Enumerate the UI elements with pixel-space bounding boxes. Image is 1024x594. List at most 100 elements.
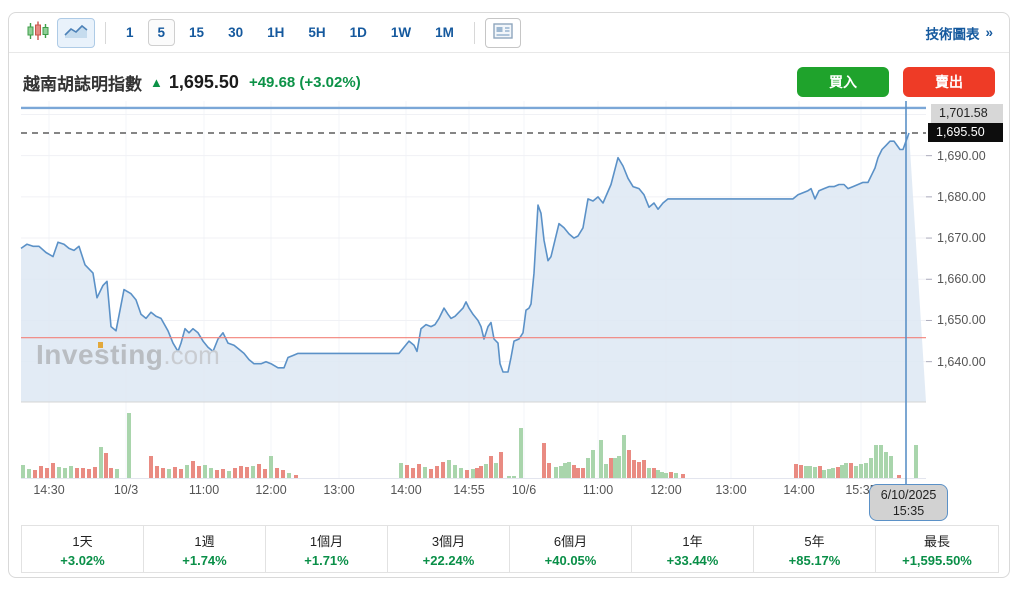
performance-period: 1天 — [72, 533, 93, 549]
volume-bar — [818, 466, 822, 478]
volume-bar — [51, 463, 55, 478]
x-axis-label: 10/3 — [113, 483, 139, 497]
volume-bar — [844, 463, 848, 478]
volume-bar — [281, 470, 285, 478]
crosshair-date-tooltip: 6/10/2025 15:35 — [869, 484, 948, 521]
performance-period: 1年 — [682, 533, 703, 549]
volume-bar — [435, 466, 439, 478]
news-layout-button[interactable] — [484, 17, 521, 48]
performance-table: 1天 +3.02% 1週 +1.74% 1個月 +1.71% 3個月 +22.24% 6個月 +4… — [21, 525, 999, 573]
chevron-right-icon: » — [985, 25, 993, 40]
performance-period: 1個月 — [309, 533, 344, 549]
volume-bar — [63, 468, 67, 478]
volume-bar — [27, 469, 31, 478]
volume-bar — [179, 469, 183, 478]
performance-cell[interactable]: 3個月 +22.24% — [388, 526, 510, 572]
volume-bar — [87, 469, 91, 478]
y-axis-label: 1,670.00 — [937, 231, 986, 246]
performance-cell[interactable]: 6個月 +40.05% — [510, 526, 632, 572]
volume-bar — [576, 468, 580, 478]
performance-cell[interactable]: 最長 +1,595.50% — [876, 526, 998, 572]
candlestick-chart-button[interactable] — [19, 18, 57, 48]
volume-bar — [660, 472, 664, 478]
volume-bar — [632, 460, 636, 478]
timeframe-button-1h[interactable]: 1H — [257, 19, 294, 46]
volume-bar — [417, 464, 421, 478]
performance-cell[interactable]: 5年 +85.17% — [754, 526, 876, 572]
volume-bar — [173, 467, 177, 478]
x-axis-label: 14:00 — [783, 483, 815, 497]
performance-cell[interactable]: 1週 +1.74% — [144, 526, 266, 572]
price-change: +49.68 (+3.02%) — [248, 73, 361, 91]
performance-value: +85.17% — [788, 552, 841, 568]
timeframe-button-1d[interactable]: 1D — [340, 19, 377, 46]
performance-cell[interactable]: 1年 +33.44% — [632, 526, 754, 572]
volume-bar — [854, 466, 858, 478]
volume-bar — [599, 440, 603, 478]
toolbar-divider — [105, 21, 106, 44]
volume-bar — [453, 465, 457, 478]
up-arrow-icon: ▲ — [150, 74, 163, 90]
volume-bar — [294, 475, 298, 478]
chart-canvas[interactable] — [9, 99, 1011, 521]
volume-bar — [859, 464, 863, 478]
performance-cell[interactable]: 1天 +3.02% — [22, 526, 144, 572]
timeframe-button-5[interactable]: 5 — [147, 19, 176, 46]
volume-bar — [209, 468, 213, 478]
y-axis-label: 1,680.00 — [937, 189, 986, 204]
x-axis-label: 13:00 — [715, 483, 747, 497]
volume-bar — [637, 462, 641, 478]
volume-bar — [239, 466, 243, 478]
chart-toolbar: 1 5 15 30 1H 5H 1D 1W 1M 技術圖表 » — [9, 13, 1009, 53]
timeframe-button-5h[interactable]: 5H — [298, 19, 335, 46]
performance-period: 5年 — [804, 533, 825, 549]
price-area-fill — [21, 133, 926, 402]
volume-bar — [874, 445, 878, 478]
buy-button[interactable]: 買入 — [797, 67, 889, 97]
volume-bar — [233, 468, 237, 478]
timeframe-button-1[interactable]: 1 — [116, 19, 144, 46]
performance-value: +22.24% — [422, 552, 475, 568]
volume-bar — [251, 466, 255, 478]
area-chart-button[interactable] — [57, 17, 95, 48]
volume-bar — [227, 471, 231, 478]
volume-bar — [191, 461, 195, 478]
volume-bar — [647, 468, 651, 478]
volume-bar — [669, 472, 673, 478]
volume-bar — [656, 470, 660, 478]
volume-bar — [167, 469, 171, 478]
volume-bar — [429, 469, 433, 478]
volume-bar — [21, 465, 25, 478]
performance-cell[interactable]: 1個月 +1.71% — [266, 526, 388, 572]
volume-bar — [263, 469, 267, 478]
timeframe-button-30[interactable]: 30 — [218, 19, 253, 46]
volume-bar — [889, 456, 893, 478]
volume-bar — [831, 468, 835, 478]
volume-bar — [864, 463, 868, 478]
volume-bar — [627, 450, 631, 478]
volume-bar — [39, 466, 43, 478]
volume-bar — [559, 466, 563, 478]
instrument-header: 越南胡誌明指數 ▲ 1,695.50 +49.68 (+3.02%) 買入 賣出 — [9, 54, 1009, 110]
volume-bar — [554, 467, 558, 478]
price-chart[interactable]: Investing.com 1,701.58 1,695.50 1,690.00… — [9, 99, 1011, 521]
volume-bar — [840, 465, 844, 478]
performance-value: +1,595.50% — [902, 552, 972, 568]
performance-value: +1.71% — [304, 552, 349, 568]
volume-bar — [879, 445, 883, 478]
performance-period: 1週 — [194, 533, 215, 549]
timeframe-button-1w[interactable]: 1W — [381, 19, 421, 46]
y-axis-label: 1,650.00 — [937, 313, 986, 328]
timeframe-button-1m[interactable]: 1M — [425, 19, 464, 46]
volume-bar — [197, 466, 201, 478]
performance-value: +3.02% — [60, 552, 105, 568]
timeframe-button-15[interactable]: 15 — [179, 19, 214, 46]
sell-button[interactable]: 賣出 — [903, 67, 995, 97]
volume-bar — [622, 435, 626, 478]
y-axis-label: 1,640.00 — [937, 354, 986, 369]
volume-bar — [245, 467, 249, 478]
volume-bar — [804, 466, 808, 478]
technical-chart-link[interactable]: 技術圖表 » — [925, 23, 993, 43]
volume-bar — [813, 467, 817, 478]
volume-bar — [808, 466, 812, 478]
